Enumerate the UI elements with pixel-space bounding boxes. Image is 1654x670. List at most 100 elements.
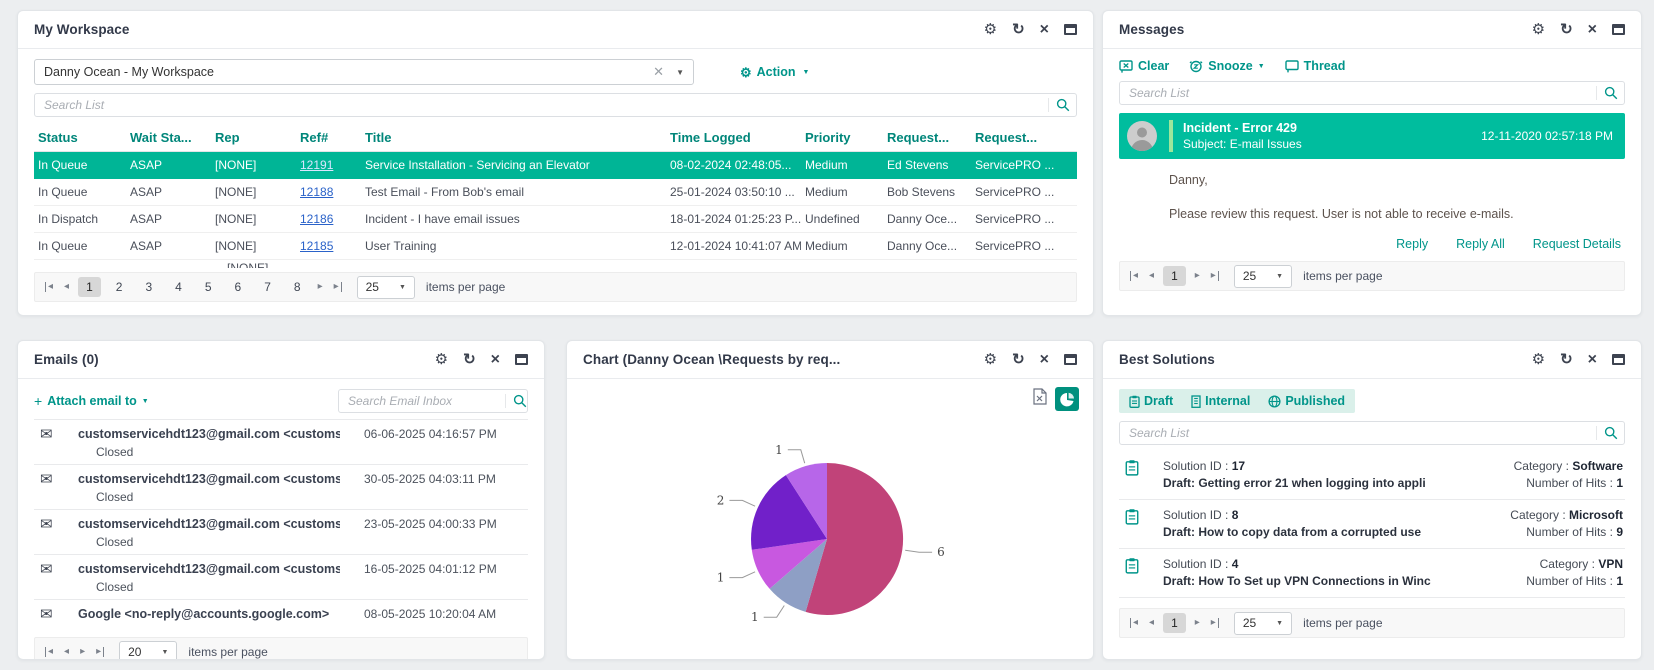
page-size-dropdown[interactable]: 25 ▼ (1234, 265, 1292, 288)
thread-button[interactable]: Thread (1285, 59, 1346, 73)
maximize-icon[interactable] (1612, 24, 1625, 35)
email-list-item[interactable]: ✉ customservicehdt123@gmail.com <customs… (34, 509, 528, 554)
reply-all-button[interactable]: Reply All (1456, 237, 1505, 251)
snooze-button[interactable]: Snooze ▼ (1189, 59, 1264, 73)
email-search-input[interactable] (348, 394, 505, 408)
settings-icon[interactable]: ⚙ (1532, 352, 1545, 367)
ref-link[interactable]: 12191 (300, 158, 333, 172)
close-icon[interactable]: × (1588, 22, 1597, 38)
pie-chart-toggle-button[interactable] (1055, 387, 1079, 411)
request-details-button[interactable]: Request Details (1533, 237, 1621, 251)
pager-page-7[interactable]: 7 (256, 277, 279, 297)
col-requester[interactable]: Request... (883, 123, 971, 152)
action-button[interactable]: ⚙ Action ▼ (740, 65, 809, 79)
pager-next-icon[interactable]: ▸ (1193, 618, 1202, 628)
pager-page-6[interactable]: 6 (227, 277, 250, 297)
page-size-dropdown[interactable]: 25 ▼ (357, 276, 415, 299)
pager-page-3[interactable]: 3 (137, 277, 160, 297)
table-row[interactable]: In Queue ASAP [NONE] 12185 User Training… (34, 233, 1077, 260)
pager-page-4[interactable]: 4 (167, 277, 190, 297)
tab-published[interactable]: Published (1268, 394, 1345, 408)
col-time-logged[interactable]: Time Logged (666, 123, 801, 152)
col-request[interactable]: Request... (971, 123, 1077, 152)
refresh-icon[interactable]: ↻ (1012, 22, 1025, 37)
pager-page-5[interactable]: 5 (197, 277, 220, 297)
search-icon[interactable] (1596, 426, 1618, 440)
pager-first-icon[interactable]: ◂ (45, 282, 55, 292)
solution-list-item[interactable]: Solution ID : 4 Draft: How To Set up VPN… (1119, 549, 1625, 598)
workspace-search-input[interactable] (44, 98, 1048, 112)
solutions-search-input[interactable] (1129, 426, 1596, 440)
pager-next-icon[interactable]: ▸ (1193, 271, 1202, 281)
ref-link[interactable]: 12188 (300, 185, 333, 199)
pager-prev-icon[interactable]: ◂ (62, 647, 71, 657)
email-list-item[interactable]: ✉ Google <no-reply@accounts.google.com> … (34, 599, 528, 629)
message-list-item[interactable]: Incident - Error 429 Subject: E-mail Iss… (1119, 113, 1625, 159)
table-row[interactable]: In Dispatch ASAP [NONE] 12186 Incident -… (34, 206, 1077, 233)
pager-page-1[interactable]: 1 (1163, 266, 1186, 286)
settings-icon[interactable]: ⚙ (984, 22, 997, 37)
pager-prev-icon[interactable]: ◂ (62, 282, 71, 292)
tab-internal[interactable]: Internal (1191, 394, 1250, 408)
ref-link[interactable]: 12186 (300, 212, 333, 226)
col-status[interactable]: Status (34, 123, 126, 152)
search-icon[interactable] (505, 394, 527, 408)
col-priority[interactable]: Priority (801, 123, 883, 152)
pager-page-8[interactable]: 8 (286, 277, 309, 297)
close-icon[interactable]: × (1588, 352, 1597, 368)
clear-button[interactable]: Clear (1119, 59, 1169, 73)
maximize-icon[interactable] (515, 354, 528, 365)
email-list-item[interactable]: ✉ customservicehdt123@gmail.com <customs… (34, 464, 528, 509)
export-excel-icon[interactable] (1032, 388, 1047, 410)
combobox-clear-icon[interactable]: ✕ (653, 64, 664, 80)
close-icon[interactable]: × (1040, 352, 1049, 368)
close-icon[interactable]: × (491, 352, 500, 368)
table-row[interactable]: In Queue ASAP [NONE] 12188 Test Email - … (34, 179, 1077, 206)
workspace-combobox[interactable]: Danny Ocean - My Workspace ✕ ▼ (34, 59, 694, 85)
solution-list-item[interactable]: Solution ID : 8 Draft: How to copy data … (1119, 500, 1625, 549)
table-row[interactable]: In Queue ASAP [NONE] 12191 Service Insta… (34, 152, 1077, 179)
messages-search-input[interactable] (1129, 86, 1596, 100)
pager-next-icon[interactable]: ▸ (316, 282, 325, 292)
maximize-icon[interactable] (1612, 354, 1625, 365)
refresh-icon[interactable]: ↻ (1560, 352, 1573, 367)
page-size-dropdown[interactable]: 25 ▼ (1234, 612, 1292, 635)
pager-first-icon[interactable]: ◂ (1130, 618, 1140, 628)
col-rep[interactable]: Rep (211, 123, 296, 152)
close-icon[interactable]: × (1040, 22, 1049, 38)
pager-last-icon[interactable]: ▸ (94, 647, 104, 657)
refresh-icon[interactable]: ↻ (1012, 352, 1025, 367)
search-icon[interactable] (1048, 98, 1070, 112)
search-icon[interactable] (1596, 86, 1618, 100)
pager-last-icon[interactable]: ▸ (332, 282, 342, 292)
table-row-clipped[interactable]: [NONE] (34, 260, 1077, 268)
solution-list-item[interactable]: Solution ID : 17 Draft: Getting error 21… (1119, 451, 1625, 500)
pager-first-icon[interactable]: ◂ (45, 647, 55, 657)
settings-icon[interactable]: ⚙ (1532, 22, 1545, 37)
ref-link[interactable]: 12185 (300, 239, 333, 253)
attach-email-button[interactable]: + Attach email to ▼ (34, 393, 149, 409)
pager-first-icon[interactable]: ◂ (1130, 271, 1140, 281)
combobox-caret-icon[interactable]: ▼ (676, 68, 684, 77)
tab-draft[interactable]: Draft (1129, 394, 1173, 408)
pager-prev-icon[interactable]: ◂ (1147, 618, 1156, 628)
page-size-dropdown[interactable]: 20 ▼ (119, 641, 177, 661)
refresh-icon[interactable]: ↻ (463, 352, 476, 367)
pager-last-icon[interactable]: ▸ (1209, 271, 1219, 281)
maximize-icon[interactable] (1064, 354, 1077, 365)
maximize-icon[interactable] (1064, 24, 1077, 35)
col-wait-status[interactable]: Wait Sta... (126, 123, 211, 152)
pager-page-2[interactable]: 2 (108, 277, 131, 297)
pager-last-icon[interactable]: ▸ (1209, 618, 1219, 628)
reply-button[interactable]: Reply (1396, 237, 1428, 251)
settings-icon[interactable]: ⚙ (984, 352, 997, 367)
refresh-icon[interactable]: ↻ (1560, 22, 1573, 37)
pager-next-icon[interactable]: ▸ (78, 647, 87, 657)
settings-icon[interactable]: ⚙ (435, 352, 448, 367)
pager-page-1[interactable]: 1 (1163, 613, 1186, 633)
pager-page-1[interactable]: 1 (78, 277, 101, 297)
col-title[interactable]: Title (361, 123, 666, 152)
col-ref[interactable]: Ref# (296, 123, 361, 152)
email-list-item[interactable]: ✉ customservicehdt123@gmail.com <customs… (34, 554, 528, 599)
pager-prev-icon[interactable]: ◂ (1147, 271, 1156, 281)
